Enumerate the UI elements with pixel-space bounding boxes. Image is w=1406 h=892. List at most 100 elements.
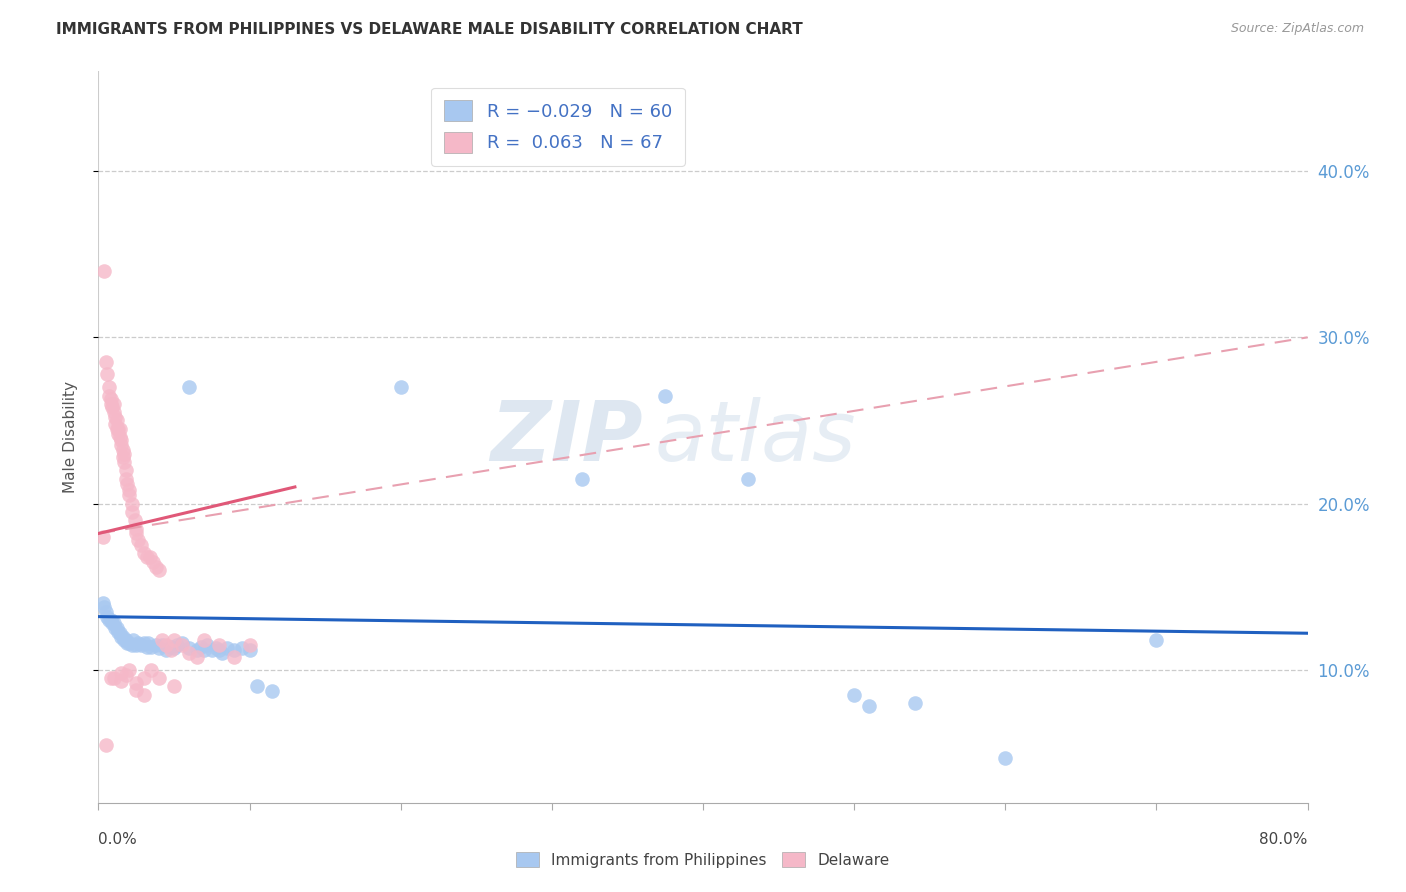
Point — [108, 626, 131, 640]
Point — [114, 667, 136, 681]
Point — [96, 367, 118, 381]
Point — [193, 632, 215, 647]
Point — [98, 613, 121, 627]
Point — [135, 640, 157, 654]
Point — [211, 646, 233, 660]
Point — [118, 483, 141, 498]
Point — [132, 546, 155, 560]
Point — [110, 666, 132, 681]
Point — [571, 472, 593, 486]
Point — [132, 671, 155, 685]
Point — [107, 426, 129, 441]
Point — [155, 638, 177, 652]
Point — [136, 636, 159, 650]
Point — [148, 563, 170, 577]
Point — [163, 632, 186, 647]
Point — [145, 559, 167, 574]
Point — [231, 641, 253, 656]
Point — [150, 632, 173, 647]
Point — [132, 636, 155, 650]
Point — [100, 671, 122, 685]
Point — [190, 640, 212, 654]
Legend: Immigrants from Philippines, Delaware: Immigrants from Philippines, Delaware — [509, 844, 897, 875]
Point — [91, 596, 114, 610]
Point — [100, 392, 122, 406]
Point — [1144, 632, 1167, 647]
Point — [108, 422, 131, 436]
Y-axis label: Male Disability: Male Disability — [63, 381, 77, 493]
Text: 0.0%: 0.0% — [98, 832, 138, 847]
Point — [389, 380, 412, 394]
Point — [112, 455, 135, 469]
Point — [155, 643, 177, 657]
Point — [239, 638, 262, 652]
Point — [110, 630, 132, 644]
Point — [150, 638, 173, 652]
Point — [195, 638, 218, 652]
Point — [858, 699, 880, 714]
Point — [124, 513, 146, 527]
Point — [125, 638, 148, 652]
Point — [224, 649, 246, 664]
Point — [208, 643, 231, 657]
Point — [170, 636, 193, 650]
Point — [129, 638, 152, 652]
Point — [98, 380, 121, 394]
Point — [94, 738, 117, 752]
Point — [205, 641, 228, 656]
Point — [163, 641, 186, 656]
Point — [101, 616, 124, 631]
Point — [179, 380, 201, 394]
Point — [115, 636, 138, 650]
Point — [93, 264, 115, 278]
Point — [105, 422, 128, 436]
Point — [125, 676, 148, 690]
Point — [160, 640, 183, 654]
Point — [103, 671, 125, 685]
Point — [994, 751, 1017, 765]
Point — [122, 632, 145, 647]
Point — [186, 649, 208, 664]
Point — [148, 671, 170, 685]
Point — [121, 505, 143, 519]
Point — [94, 355, 117, 369]
Point — [98, 388, 121, 402]
Point — [246, 680, 269, 694]
Point — [145, 638, 167, 652]
Point — [112, 632, 135, 647]
Point — [179, 646, 201, 660]
Point — [141, 640, 163, 654]
Point — [224, 643, 246, 657]
Point — [186, 643, 208, 657]
Point — [100, 613, 122, 627]
Point — [110, 434, 132, 448]
Point — [111, 443, 134, 458]
Point — [139, 549, 162, 564]
Point — [121, 497, 143, 511]
Text: atlas: atlas — [655, 397, 856, 477]
Point — [654, 388, 676, 402]
Point — [104, 621, 127, 635]
Point — [107, 422, 129, 436]
Point — [104, 410, 127, 425]
Point — [129, 538, 152, 552]
Point — [91, 530, 114, 544]
Point — [103, 405, 125, 419]
Text: IMMIGRANTS FROM PHILIPPINES VS DELAWARE MALE DISABILITY CORRELATION CHART: IMMIGRANTS FROM PHILIPPINES VS DELAWARE … — [56, 22, 803, 37]
Point — [142, 555, 165, 569]
Point — [114, 472, 136, 486]
Point — [93, 599, 115, 614]
Point — [118, 636, 141, 650]
Point — [170, 638, 193, 652]
Text: Source: ZipAtlas.com: Source: ZipAtlas.com — [1230, 22, 1364, 36]
Point — [105, 413, 128, 427]
Point — [135, 549, 157, 564]
Point — [127, 533, 149, 548]
Point — [100, 397, 122, 411]
Point — [193, 643, 215, 657]
Point — [105, 621, 128, 635]
Point — [904, 696, 927, 710]
Point — [111, 450, 134, 464]
Point — [112, 447, 135, 461]
Text: 80.0%: 80.0% — [1260, 832, 1308, 847]
